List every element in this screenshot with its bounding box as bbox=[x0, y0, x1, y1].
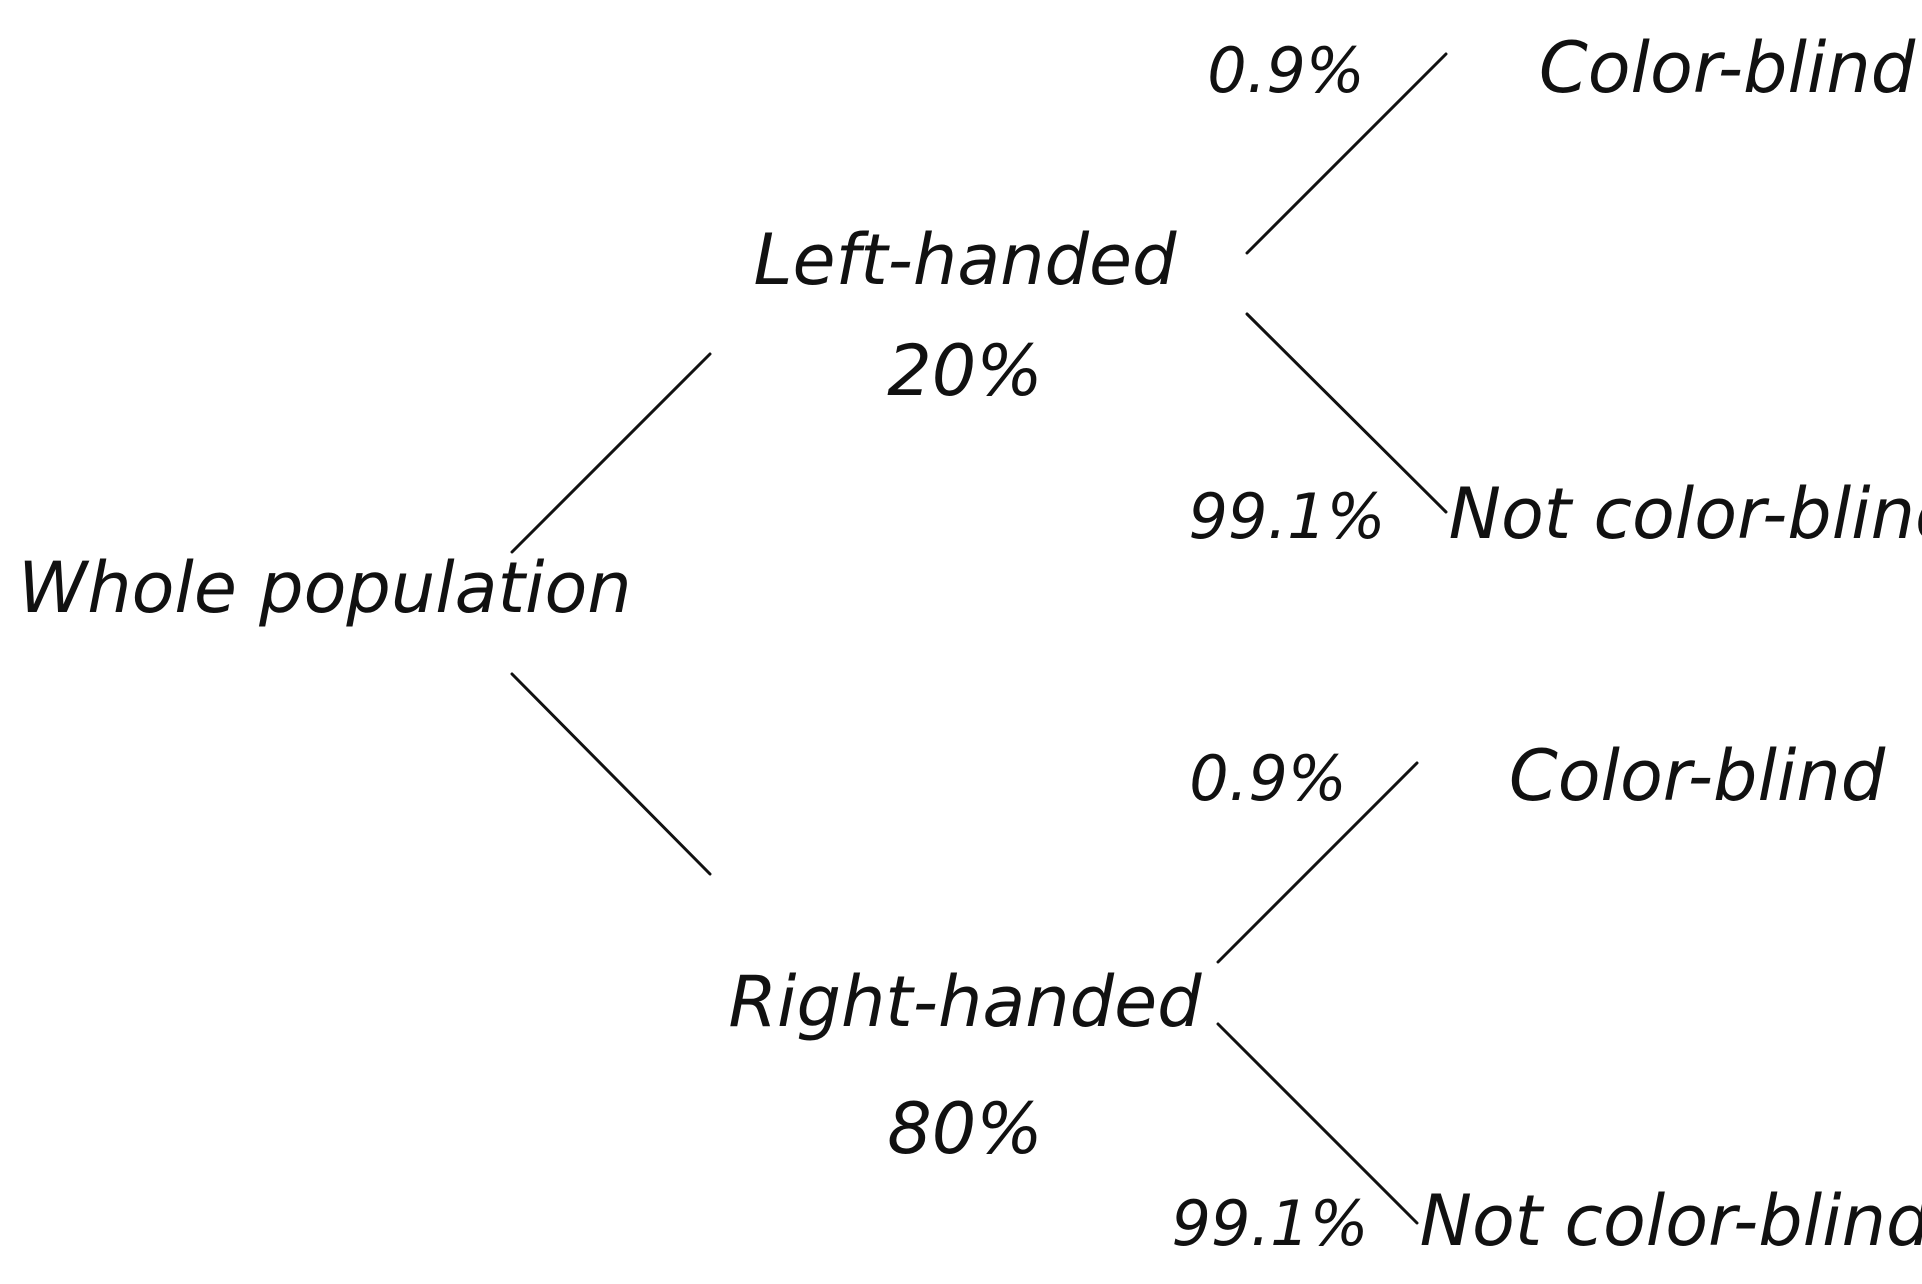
right-color-blind-label: Color-blind bbox=[1509, 735, 1886, 817]
right-color-blind-percent: 0.9% bbox=[1189, 742, 1347, 815]
right-handed-label: Right-handed bbox=[728, 961, 1202, 1043]
branch-left-to-not-color-blind bbox=[1245, 312, 1448, 514]
left-handed-label: Left-handed bbox=[754, 219, 1178, 301]
root-label: Whole population bbox=[18, 547, 632, 629]
right-handed-percent: 80% bbox=[887, 1088, 1043, 1170]
branch-right-to-not-color-blind bbox=[1216, 1022, 1419, 1225]
branch-left-to-color-blind bbox=[1245, 52, 1448, 255]
left-not-color-blind-percent: 99.1% bbox=[1189, 480, 1386, 553]
left-color-blind-label: Color-blind bbox=[1539, 27, 1916, 109]
branch-root-to-left-handed bbox=[510, 352, 712, 554]
right-not-color-blind-label: Not color-blind bbox=[1420, 1180, 1922, 1262]
right-not-color-blind-percent: 99.1% bbox=[1172, 1187, 1369, 1260]
branch-root-to-right-handed bbox=[510, 672, 712, 876]
branch-right-to-color-blind bbox=[1216, 761, 1419, 964]
left-handed-percent: 20% bbox=[887, 330, 1043, 412]
left-not-color-blind-label: Not color-blind bbox=[1449, 473, 1922, 555]
left-color-blind-percent: 0.9% bbox=[1207, 34, 1365, 107]
